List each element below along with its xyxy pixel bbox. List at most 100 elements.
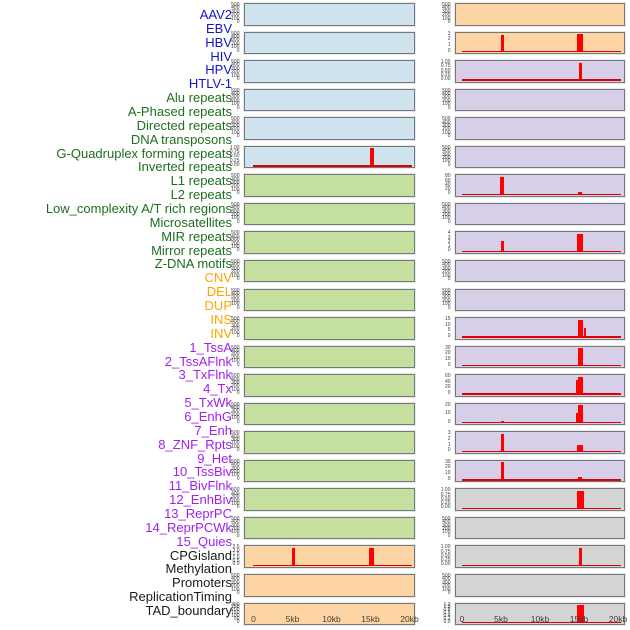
y-tick: 400: [442, 519, 451, 526]
track-label-column: AAV2 EBV HBV HIV HPV HTLV-1 Alu repeats A-Phase…: [0, 0, 232, 630]
y-tick: 200: [442, 269, 451, 276]
y-tick: 0: [447, 161, 451, 168]
signal-spike: [369, 148, 374, 166]
y-axis-ticks-DNA transposons: 500 400 300 200 100 0: [212, 259, 242, 283]
y-tick: 500: [442, 116, 451, 123]
track-panel-INS: [454, 3, 625, 26]
y-axis-ticks-G-Quadruplex forming repeats: 500 400 300 200 100 0: [212, 287, 242, 312]
y-tick: 1.2: [443, 601, 451, 608]
y-axis-ticks-L2 repeats: 500 400 300 200 100 0: [212, 374, 242, 397]
y-tick: 500: [231, 458, 240, 465]
x-axis-label-right: 10kb: [530, 614, 550, 624]
track-label-4_Tx: 4_Tx: [203, 381, 232, 397]
y-tick: 2.0: [232, 547, 240, 554]
y-tick: 1.00: [440, 487, 451, 494]
y-tick: 0: [236, 76, 240, 83]
y-tick: 20: [444, 384, 451, 391]
y-tick: 400: [442, 5, 451, 12]
y-tick: 100: [442, 158, 451, 165]
y-tick: 500: [231, 344, 240, 351]
y-tick: 200: [231, 269, 240, 276]
x-axis-label-left: 5kb: [285, 614, 300, 624]
y-axis-ticks-TAD_boundary: 1.2 1.0 0.8 0.6 0.4 0.2 0.0: [423, 601, 453, 626]
y-tick: 0: [236, 104, 240, 111]
y-tick: 0.75: [440, 491, 451, 498]
signal-spike: [577, 405, 583, 423]
y-tick: 400: [231, 233, 240, 240]
y-axis-ticks-A-Phased repeats: 500 400 300 200 100 0: [212, 202, 242, 226]
track-panel-11_BivFlnk: [454, 345, 625, 369]
y-tick: 100: [442, 101, 451, 108]
track-panel-AAV2: [243, 3, 415, 26]
track-panel-L1 repeats: [243, 345, 415, 369]
track-label-11_BivFlnk: 11_BivFlnk: [168, 478, 232, 494]
y-tick: 0.25: [440, 557, 451, 564]
y-tick: 400: [231, 490, 240, 497]
y-tick: 0: [236, 190, 240, 197]
y-tick: 400: [231, 347, 240, 354]
y-tick: 200: [231, 183, 240, 190]
track-label-MIR repeats: MIR repeats: [161, 228, 232, 244]
track-label-HTLV-1: HTLV-1: [188, 76, 232, 92]
signal-baseline: [461, 250, 621, 253]
signal-spike: [500, 176, 504, 194]
y-tick: 500: [231, 230, 240, 237]
track-panel-HTLV-1: [243, 145, 415, 169]
y-tick: 300: [231, 180, 240, 187]
y-tick: 100: [231, 44, 240, 51]
y-tick: 300: [231, 465, 240, 472]
y-tick: 200: [231, 126, 240, 133]
signal-spike: [578, 62, 582, 80]
track-label-Directed repeats: Directed repeats: [136, 117, 232, 133]
track-label-5_TxWk: 5_TxWk: [184, 395, 232, 411]
y-tick: 0.00: [229, 161, 240, 168]
y-axis-ticks-5_TxWk: 80 60 40 20 0: [423, 174, 453, 197]
y-tick: 1.5: [232, 551, 240, 558]
signal-baseline: [461, 621, 621, 624]
track-panel-Methylation: [454, 516, 625, 540]
track-label-Inverted repeats: Inverted repeats: [138, 159, 232, 175]
y-tick: 200: [442, 583, 451, 590]
y-tick: 20: [444, 401, 451, 408]
y-tick: 0: [447, 133, 451, 140]
y-tick: 0: [236, 275, 240, 282]
track-panel-DNA transposons: [243, 259, 415, 283]
y-tick: 400: [231, 519, 240, 526]
y-axis-ticks-AAV2: 500 400 300 200 100 0: [212, 3, 242, 26]
track-panel-EBV: [243, 31, 415, 55]
y-axis-ticks-HTLV-1: 1.00 0.75 0.50 0.25 0.00: [212, 145, 242, 169]
y-axis-ticks-HPV: 500 400 300 200 100 0: [212, 117, 242, 140]
signal-spike: [575, 379, 578, 394]
y-tick: 0: [447, 304, 451, 311]
y-axis-ticks-6_EnhG: 500 400 300 200 100 0: [423, 202, 453, 226]
track-label-9_Het: 9_Het: [197, 450, 232, 466]
y-tick: 1: [447, 441, 451, 448]
y-tick: 0.6: [443, 610, 451, 617]
y-tick: 100: [231, 500, 240, 507]
track-label-14_ReprPCWk: 14_ReprPCWk: [145, 519, 232, 535]
track-label-DUP: DUP: [204, 298, 232, 314]
y-tick: 3: [447, 30, 451, 37]
y-tick: 400: [442, 205, 451, 212]
y-tick: 500: [231, 287, 240, 294]
y-tick: 100: [231, 329, 240, 336]
track-panel-Microsatellites: [243, 431, 415, 454]
track-label-L1 repeats: L1 repeats: [170, 173, 232, 189]
y-tick: 500: [231, 373, 240, 380]
y-tick: 500: [231, 573, 240, 579]
y-tick: 200: [231, 97, 240, 104]
y-tick: 0.75: [229, 149, 240, 155]
y-tick: 300: [231, 522, 240, 529]
y-tick: 500: [231, 515, 240, 522]
y-tick: 300: [231, 208, 240, 215]
y-tick: 200: [231, 411, 240, 418]
y-tick: 300: [231, 237, 240, 244]
track-panel-14_ReprPCWk: [454, 431, 625, 454]
y-tick: 300: [442, 151, 451, 158]
y-tick: 400: [231, 262, 240, 269]
y-tick: 500: [231, 401, 240, 408]
y-tick: 1: [447, 243, 451, 250]
signal-baseline: [461, 564, 621, 567]
signal-spike: [577, 234, 583, 251]
y-tick: 0.50: [440, 67, 451, 74]
